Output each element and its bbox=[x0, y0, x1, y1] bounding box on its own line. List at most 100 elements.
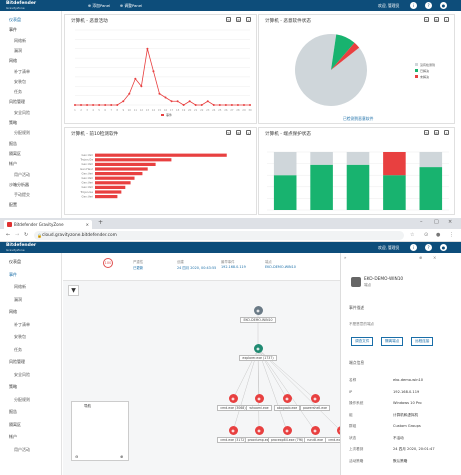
graph-node[interactable]: ◉ EKO-DEMO-WIN10 bbox=[238, 306, 278, 323]
sidebar-item[interactable]: 任务 bbox=[14, 346, 22, 352]
header-field-value[interactable]: 24 四月 2020, 00:43:55 bbox=[177, 266, 217, 270]
brand-logo[interactable]: Bitdefender bbox=[6, 1, 37, 6]
sidebar-item[interactable]: 策略 bbox=[9, 120, 17, 125]
filter-icon[interactable]: ▼ bbox=[68, 285, 79, 296]
panel-settings-icon[interactable]: ⊕ bbox=[419, 255, 423, 260]
url-bar[interactable]: 🔒 cloud.gravityzone.bitdefender.com bbox=[34, 231, 404, 240]
user-menu[interactable]: 欢迎, 管理员 bbox=[378, 245, 400, 250]
user-menu[interactable]: 欢迎, 管理员 bbox=[378, 3, 400, 8]
sidebar-item[interactable]: 风险管理 bbox=[9, 359, 25, 364]
sidebar-item[interactable]: 策略 bbox=[9, 384, 17, 389]
sidebar-item[interactable]: 分配规则 bbox=[14, 396, 30, 402]
collapse-icon[interactable]: » bbox=[344, 255, 347, 260]
browser-tab[interactable]: Bitdefender GravityZone × bbox=[4, 220, 92, 229]
sidebar-item[interactable]: 安全风险 bbox=[14, 371, 30, 377]
close-icon[interactable]: × bbox=[246, 130, 251, 135]
incident-graph[interactable]: ▼ ◉ EKO-DEMO-WIN10 ◉ explorer.exe (1737) ◉ cm… bbox=[63, 281, 357, 475]
sidebar-item[interactable]: 安全风险 bbox=[14, 109, 30, 115]
sidebar-item[interactable]: 报告 bbox=[9, 409, 17, 414]
sidebar-item[interactable]: 报告 bbox=[9, 140, 17, 146]
sidebar-item[interactable]: 事件 bbox=[9, 27, 17, 33]
profile-icon[interactable]: ● bbox=[436, 232, 441, 238]
maximize-icon[interactable]: □ bbox=[434, 219, 439, 225]
sidebar-item[interactable]: 帐户 bbox=[9, 161, 17, 167]
detected-malware-link[interactable]: 已检测到恶意软件 bbox=[343, 116, 374, 121]
bookmark-star-icon[interactable]: ☆ bbox=[410, 232, 415, 238]
sidebar-item[interactable]: 帐户 bbox=[9, 434, 17, 439]
close-icon[interactable]: × bbox=[246, 17, 251, 22]
close-icon[interactable]: × bbox=[444, 17, 449, 22]
favicon-icon bbox=[7, 222, 12, 227]
sidebar-item[interactable]: 手动提交 bbox=[14, 192, 30, 198]
minimap[interactable]: 导航 ⊖ ⊕ bbox=[71, 401, 129, 461]
extensions-icon[interactable]: ⊙ bbox=[424, 232, 429, 238]
sidebar-item[interactable]: 沙箱分析器 bbox=[9, 181, 29, 187]
panel-close-icon[interactable]: × bbox=[433, 255, 437, 260]
sidebar-item[interactable]: 仪表盘 bbox=[9, 17, 21, 22]
graph-node[interactable]: ◉ abcgoob.exe bbox=[267, 394, 307, 411]
settings-icon[interactable]: ⚙ bbox=[236, 130, 241, 135]
sidebar-item[interactable]: 用户活动 bbox=[14, 446, 30, 452]
window-close-icon[interactable]: × bbox=[448, 219, 453, 225]
sidebar-item[interactable]: 安装包 bbox=[14, 78, 26, 84]
graph-edge bbox=[232, 348, 259, 432]
sidebar-item[interactable]: 安装包 bbox=[14, 334, 26, 339]
forward-icon[interactable]: → bbox=[15, 232, 20, 238]
header-field-value[interactable]: EKO-DEMO-WIN10 bbox=[265, 265, 296, 269]
zoom-fit-icon[interactable]: ⊕ bbox=[120, 454, 124, 459]
reload-icon[interactable]: ↻ bbox=[24, 232, 29, 238]
sidebar-item[interactable]: 配置 bbox=[9, 202, 17, 208]
browser-tab-strip: Bitdefender GravityZone × + – □ × bbox=[0, 218, 461, 229]
sidebar-item[interactable]: 网络新 bbox=[14, 284, 26, 289]
investigate-button[interactable]: 调查文件 bbox=[351, 337, 374, 346]
settings-icon[interactable]: ⚙ bbox=[434, 130, 439, 135]
header-field-value[interactable]: 192.168.0.119 bbox=[221, 265, 246, 269]
browser-menu-icon[interactable]: ⋮ bbox=[449, 232, 454, 238]
graph-node[interactable]: ◉ explorer.exe (1737) bbox=[238, 344, 278, 361]
help-icon[interactable]: ? bbox=[425, 2, 432, 9]
tick-label: 14 bbox=[152, 108, 156, 112]
minimize-icon[interactable]: – bbox=[420, 219, 423, 225]
zoom-out-icon[interactable]: ⊖ bbox=[75, 454, 79, 459]
remote-button[interactable]: 远程连接 bbox=[411, 337, 434, 346]
help-icon[interactable]: ? bbox=[425, 244, 432, 251]
add-panel-button[interactable]: ⊕ 添加Panel bbox=[88, 3, 111, 8]
sidebar-item[interactable]: 网络 bbox=[9, 58, 17, 64]
notifications-icon[interactable]: ● bbox=[440, 2, 447, 9]
close-icon[interactable]: × bbox=[444, 130, 449, 135]
sidebar-item[interactable]: 风险管理 bbox=[9, 99, 25, 105]
sidebar-item[interactable]: 漏洞 bbox=[14, 47, 22, 53]
graph-node[interactable]: ◉ whoami.exe bbox=[239, 394, 279, 411]
refresh-icon[interactable]: ↻ bbox=[226, 130, 231, 135]
sidebar-item[interactable]: 网络 bbox=[9, 309, 17, 314]
sidebar-item[interactable]: 网络新 bbox=[14, 37, 26, 43]
brand-logo[interactable]: Bitdefender bbox=[6, 243, 37, 248]
refresh-icon[interactable]: ↻ bbox=[424, 130, 429, 135]
data-point bbox=[116, 104, 119, 106]
tab-close-icon[interactable]: × bbox=[85, 222, 89, 227]
sidebar-item[interactable]: 事件 bbox=[9, 271, 17, 277]
refresh-icon[interactable]: ↻ bbox=[424, 17, 429, 22]
sidebar-item[interactable]: 分配规则 bbox=[14, 130, 30, 136]
sidebar-item[interactable]: 隔离区 bbox=[9, 150, 21, 156]
settings-icon[interactable]: ⚙ bbox=[236, 17, 241, 22]
sidebar-item[interactable]: 仪表盘 bbox=[9, 259, 21, 264]
isolate-button[interactable]: 隔离端点 bbox=[381, 337, 404, 346]
sidebar-item[interactable]: 隔离区 bbox=[9, 421, 21, 427]
refresh-icon[interactable]: ↻ bbox=[226, 17, 231, 22]
reset-panel-button[interactable]: ⊕ 调整Panel bbox=[120, 3, 143, 8]
sidebar-item[interactable]: 漏洞 bbox=[14, 296, 22, 302]
sidebar-item[interactable]: 用户活动 bbox=[14, 171, 30, 177]
sidebar-item[interactable]: 补丁清单 bbox=[14, 321, 30, 327]
info-icon[interactable]: i bbox=[410, 2, 417, 9]
back-icon[interactable]: ← bbox=[6, 232, 11, 238]
header-field-value[interactable]: 已更新 bbox=[133, 266, 144, 270]
notifications-icon[interactable]: ● bbox=[440, 244, 447, 251]
settings-icon[interactable]: ⚙ bbox=[434, 17, 439, 22]
tick-label: 27 bbox=[230, 108, 234, 112]
sidebar-item[interactable]: 补丁清单 bbox=[14, 68, 30, 74]
graph-node[interactable]: ◉ powershell.exe bbox=[295, 394, 335, 411]
sidebar-item[interactable]: 任务 bbox=[14, 89, 22, 95]
new-tab-icon[interactable]: + bbox=[98, 219, 104, 226]
info-icon[interactable]: i bbox=[410, 244, 417, 251]
